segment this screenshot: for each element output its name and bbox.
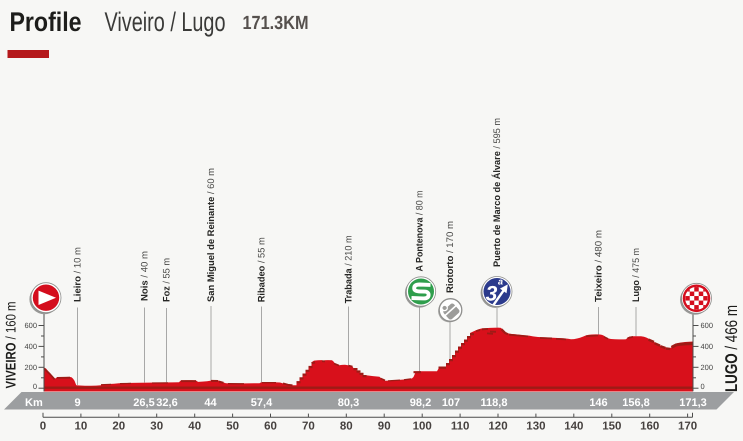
svg-text:60: 60 (264, 421, 277, 433)
svg-text:171.3KM: 171.3KM (243, 13, 309, 34)
svg-text:100: 100 (413, 421, 432, 433)
svg-text:160: 160 (640, 421, 659, 433)
svg-text:Viveiro / Lugo: Viveiro / Lugo (105, 7, 226, 37)
svg-text:156,8: 156,8 (622, 397, 650, 409)
svg-text:A Pontenova / 80 m: A Pontenova / 80 m (415, 190, 426, 271)
svg-text:200: 200 (701, 363, 714, 372)
svg-text:20: 20 (112, 421, 125, 433)
svg-text:Puerto de Marco de Álvare / 59: Puerto de Marco de Álvare / 595 m (491, 118, 503, 267)
svg-text:Teixeiro / 480 m: Teixeiro / 480 m (594, 230, 605, 302)
svg-text:70: 70 (302, 421, 315, 433)
svg-text:130: 130 (526, 421, 545, 433)
svg-text:80: 80 (340, 421, 353, 433)
svg-text:200: 200 (24, 363, 37, 372)
svg-text:Ribadeo / 55 m: Ribadeo / 55 m (257, 237, 268, 302)
svg-text:Profile: Profile (10, 7, 82, 37)
svg-text:57,4: 57,4 (251, 397, 273, 409)
svg-text:600: 600 (701, 321, 714, 330)
svg-text:98,2: 98,2 (410, 397, 431, 409)
svg-text:VIVEIRO / 160 m: VIVEIRO / 160 m (2, 302, 18, 389)
svg-text:80,3: 80,3 (338, 397, 359, 409)
svg-text:110: 110 (451, 421, 470, 433)
svg-text:Lugo / 475 m: Lugo / 475 m (631, 248, 642, 302)
svg-text:26,5: 26,5 (133, 397, 154, 409)
svg-text:3: 3 (486, 283, 498, 306)
svg-text:600: 600 (24, 321, 37, 330)
svg-text:400: 400 (24, 342, 37, 351)
svg-text:150: 150 (602, 421, 621, 433)
svg-text:Riotorto / 170 m: Riotorto / 170 m (445, 221, 456, 293)
svg-text:40: 40 (188, 421, 201, 433)
svg-text:32,6: 32,6 (156, 397, 177, 409)
svg-text:Lieiro / 10 m: Lieiro / 10 m (73, 247, 84, 302)
svg-text:Nois / 40 m: Nois / 40 m (140, 251, 151, 301)
svg-text:90: 90 (378, 421, 391, 433)
svg-text:107: 107 (442, 397, 460, 409)
svg-text:171,3: 171,3 (679, 397, 707, 409)
svg-text:118,8: 118,8 (481, 397, 508, 409)
svg-text:Trabada / 210 m: Trabada / 210 m (344, 235, 355, 303)
svg-text:120: 120 (488, 421, 507, 433)
svg-text:50: 50 (226, 421, 239, 433)
svg-text:0: 0 (33, 382, 37, 391)
svg-text:a: a (498, 277, 503, 287)
svg-text:400: 400 (701, 342, 714, 351)
svg-text:Km: Km (25, 397, 43, 409)
svg-text:140: 140 (564, 421, 583, 433)
svg-text:0: 0 (701, 382, 705, 391)
svg-text:146: 146 (589, 397, 607, 409)
svg-text:10: 10 (75, 421, 88, 433)
svg-text:Foz / 55 m: Foz / 55 m (162, 258, 173, 302)
svg-text:San Miguel de Reinante / 60 m: San Miguel de Reinante / 60 m (206, 168, 217, 302)
svg-text:30: 30 (150, 421, 163, 433)
svg-text:0: 0 (40, 421, 46, 433)
svg-text:9: 9 (74, 397, 80, 409)
svg-text:170: 170 (678, 421, 697, 433)
svg-text:44: 44 (204, 397, 217, 409)
svg-text:LUGO / 466 m: LUGO / 466 m (722, 305, 741, 392)
